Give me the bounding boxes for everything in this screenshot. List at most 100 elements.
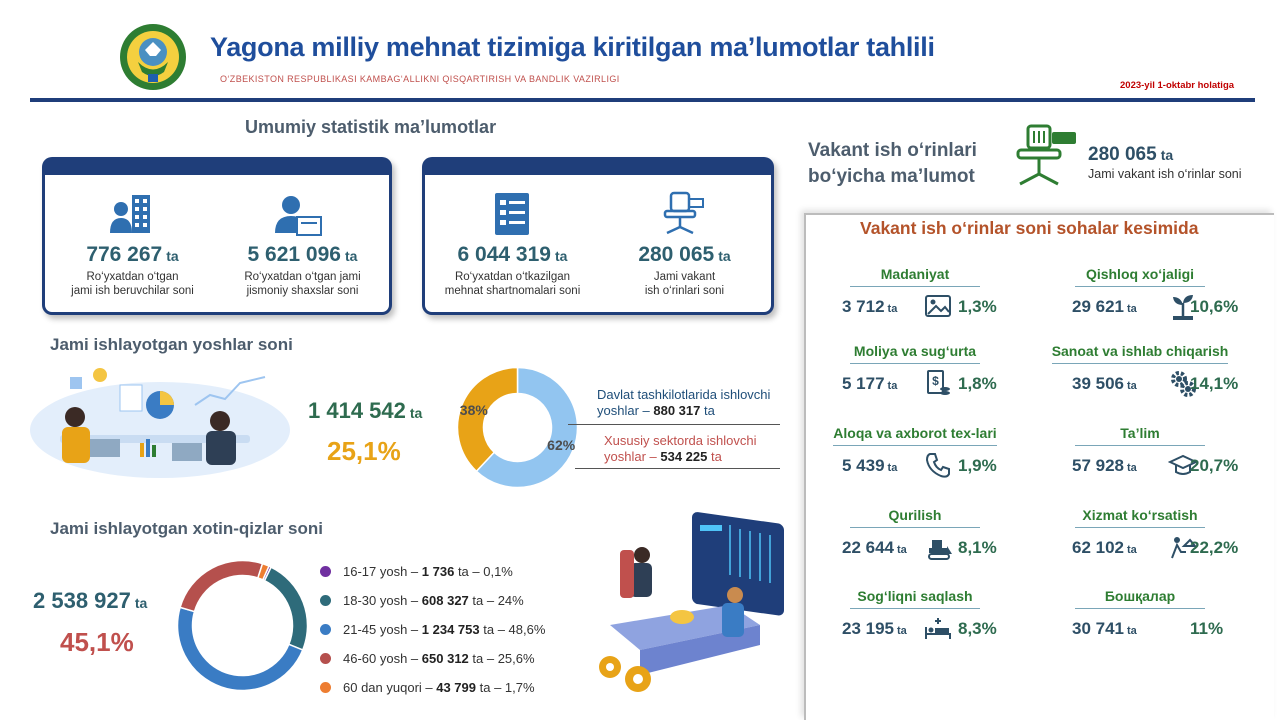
vacant-chair-icon: [1016, 124, 1076, 186]
phone-icon: [925, 453, 950, 478]
vacancies-label-2: ish o‘rinlari soni: [644, 285, 725, 297]
legend-dot-icon: [320, 653, 331, 664]
women-legend-item: 21-45 yosh – 1 234 753 ta – 48,6%: [320, 622, 545, 637]
svg-text:$: $: [932, 374, 939, 388]
sector-percent: 1,8%: [958, 374, 997, 393]
sector-percent: 22,2%: [1190, 538, 1239, 557]
youth-private-unit: ta: [711, 449, 722, 464]
legend-dot-icon: [320, 595, 331, 606]
women-legend-item: 16-17 yosh – 1 736 ta – 0,1%: [320, 564, 513, 579]
bulldozer-icon: [928, 540, 952, 560]
sector-percent: 11%: [1190, 619, 1224, 638]
vacancy-heading: Vakant ish o‘rinlari bo‘yicha ma’lumot: [808, 138, 977, 190]
sector-item: Moliya va sug‘urta 5 177 ta $1,8%: [815, 343, 1015, 400]
finance-icon: $: [927, 370, 950, 395]
women-legend-item: 18-30 yosh – 608 327 ta – 24%: [320, 593, 524, 608]
sector-name: Бошқалар: [1075, 588, 1205, 609]
sector-count: 62 102: [1072, 538, 1124, 557]
women-legend-suffix: ta – 1,7%: [476, 680, 535, 695]
sector-item: Бошқалар 30 741 ta 11%: [1040, 588, 1240, 645]
sector-percent: 20,7%: [1190, 456, 1239, 475]
sector-count-unit: ta: [887, 462, 898, 474]
women-slice-46-60: [179, 559, 264, 613]
employers-unit: ta: [166, 248, 179, 264]
gears-icon: [1171, 371, 1196, 397]
person-card-icon: [275, 196, 322, 236]
graduation-cap-icon: [1168, 454, 1198, 475]
women-legend-count: 1 234 753: [421, 622, 480, 637]
women-legend-count: 650 312: [421, 651, 469, 666]
sector-row: 5 439 ta 1,9%: [815, 450, 1015, 482]
individuals-label-1: Ro‘yxatdan o‘tgan jami: [244, 271, 361, 283]
ministry-subtitle: O‘ZBEKISTON RESPUBLIKASI KAMBAG‘ALLIKNI …: [220, 74, 620, 84]
sector-percent: 8,3%: [958, 619, 997, 638]
women-legend-count: 43 799: [436, 680, 476, 695]
youth-state-percent-label: 62%: [547, 437, 576, 453]
stats-card-right: 6 044 319 ta Ro‘yxatdan o‘tkazilgan mehna…: [422, 157, 774, 315]
sector-percent: 1,9%: [958, 456, 997, 475]
header-divider: [30, 98, 1255, 102]
youth-private-value: 534 225: [660, 449, 708, 464]
office-chair-icon: [663, 191, 704, 235]
individuals-count: 5 621 096: [247, 243, 341, 266]
women-legend-range: 16-17 yosh –: [343, 564, 422, 579]
sector-row: 5 177 ta $1,8%: [815, 368, 1015, 400]
youth-total: 1 414 542: [308, 398, 406, 423]
sector-item: Madaniyat 3 712 ta 1,3%: [815, 266, 1015, 323]
contracts-count: 6 044 319: [457, 243, 551, 266]
women-legend-suffix: ta – 0,1%: [454, 564, 513, 579]
sector-count-unit: ta: [1127, 462, 1137, 474]
youth-state-slice: [475, 366, 579, 489]
vacancy-total-unit: ta: [1160, 147, 1174, 163]
youth-percent: 25,1%: [327, 436, 401, 466]
vacancies-count: 280 065: [638, 243, 715, 266]
sector-count: 57 928: [1072, 456, 1124, 475]
employers-count: 776 267: [86, 243, 163, 266]
general-stats-heading: Umumiy statistik ma’lumotlar: [245, 117, 497, 137]
stats-card-left: 776 267 ta Ro‘yxatdan o‘tgan jami ish ber…: [42, 157, 392, 315]
women-legend-range: 60 dan yuqori –: [343, 680, 437, 695]
service-icon: [1171, 537, 1198, 559]
women-donut-chart: [176, 559, 309, 692]
sector-percent: 8,1%: [958, 538, 997, 557]
sector-row: 62 102 ta 22,2%: [1040, 532, 1240, 564]
sector-count-unit: ta: [1127, 625, 1137, 637]
sector-item: Qurilish 22 644 ta 8,1%: [815, 507, 1015, 564]
sector-row: 39 506 ta 14,1%: [1040, 368, 1240, 400]
women-total-unit: ta: [134, 595, 148, 611]
youth-state-label-2: yoshlar –: [597, 403, 650, 418]
contracts-unit: ta: [554, 248, 568, 264]
sector-count: 29 621: [1072, 297, 1124, 316]
youth-state-unit: ta: [704, 403, 715, 418]
employers-label-2: jami ish beruvchilar soni: [71, 285, 194, 297]
sector-percent: 1,3%: [958, 297, 997, 316]
youth-donut-chart: 62% 38%: [456, 366, 579, 489]
sector-count-unit: ta: [887, 380, 898, 392]
women-legend-count: 608 327: [421, 593, 469, 608]
vacancy-total: 280 065: [1088, 144, 1157, 165]
office-work-illustration: [30, 368, 290, 478]
sector-count: 3 712: [842, 297, 885, 316]
youth-private-divider: [575, 468, 780, 469]
sector-count-unit: ta: [1127, 303, 1137, 315]
sector-row: 29 621 ta 10,6%: [1040, 291, 1240, 323]
sector-name: Sog‘liqni saqlash: [850, 588, 980, 609]
sector-item: Xizmat ko‘rsatish 62 102 ta 22,2%: [1040, 507, 1240, 564]
sector-name: Moliya va sug‘urta: [850, 343, 980, 364]
individuals-label-2: jismoniy shaxslar soni: [246, 285, 359, 297]
sector-item: Sanoat va ishlab chiqarish 39 506 ta 14,1%: [1040, 343, 1240, 400]
women-slice-21-45: [176, 606, 304, 692]
women-legend-range: 46-60 yosh –: [343, 651, 422, 666]
sector-row: 30 741 ta 11%: [1040, 613, 1240, 645]
sector-item: Ta’lim 57 928 ta 20,7%: [1040, 425, 1240, 482]
sector-count-unit: ta: [1127, 544, 1137, 556]
sector-name: Sanoat va ishlab chiqarish: [1051, 343, 1229, 364]
buildings-person-icon: [110, 195, 150, 233]
sector-item: Sog‘liqni saqlash 23 195 ta 8,3%: [815, 588, 1015, 645]
youth-private-slice: [456, 366, 519, 473]
sector-row: 57 928 ta 20,7%: [1040, 450, 1240, 482]
sector-count: 5 439: [842, 456, 885, 475]
individuals-unit: ta: [344, 248, 358, 264]
sector-count: 22 644: [842, 538, 894, 557]
women-legend-range: 21-45 yosh –: [343, 622, 422, 637]
